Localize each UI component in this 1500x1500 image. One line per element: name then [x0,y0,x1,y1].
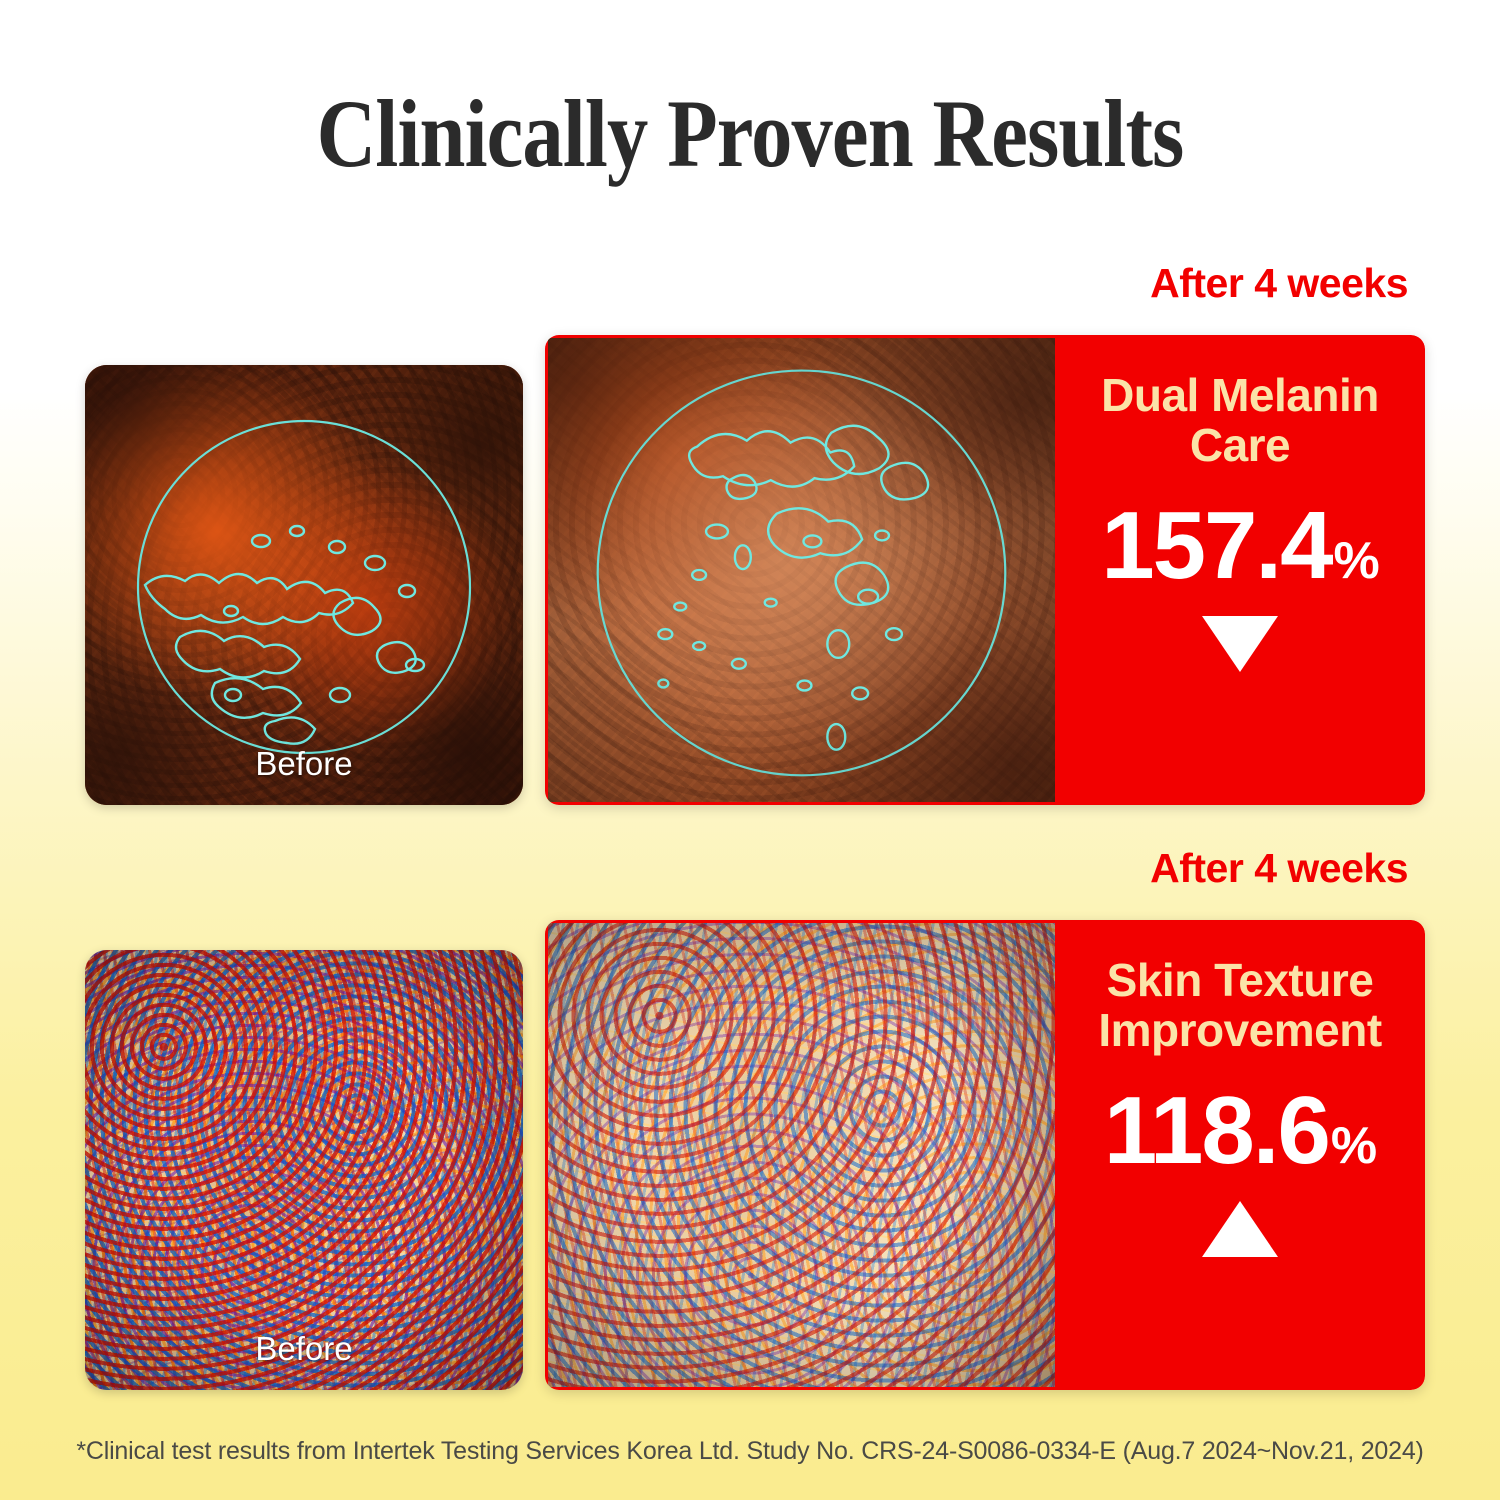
triangle-up-icon [1202,1201,1278,1258]
metric-unit-texture: % [1330,1117,1377,1176]
metric-name-melanin: Dual Melanin Care [1101,369,1379,471]
metric-value-melanin: 157.4 % [1101,492,1379,600]
page-title: Clinically Proven Results [316,80,1185,187]
before-label-texture: Before [255,1330,353,1367]
footnote-disclaimer: *Clinical test results from Intertek Tes… [76,1437,1424,1465]
after-weeks-label-melanin: After 4 weeks [1150,260,1408,306]
after-and-metric-texture: Skin Texture Improvement 118.6 % [545,920,1425,1390]
after-image-card-melanin [545,335,1055,805]
after-and-metric-melanin: Dual Melanin Care 157.4 % [545,335,1425,805]
melanin-before-image [85,365,523,805]
texture-after-image [548,923,1055,1387]
melanin-before-contours-icon [136,419,472,755]
texture-before-image [85,950,523,1390]
after-weeks-label-texture: After 4 weeks [1150,845,1408,891]
before-image-card-texture: Before [85,950,523,1390]
metric-number-melanin: 157.4 [1101,492,1333,600]
metric-panel-texture: Skin Texture Improvement 118.6 % [1055,920,1425,1390]
before-image-card-melanin: Before [85,365,523,805]
before-label-melanin: Before [255,745,353,782]
metric-value-texture: 118.6 % [1103,1077,1377,1185]
metric-number-texture: 118.6 [1103,1077,1331,1185]
melanin-after-image [548,338,1055,802]
result-section-melanin: After 4 weeks [0,260,1500,820]
metric-panel-melanin: Dual Melanin Care 157.4 % [1055,335,1425,805]
result-section-texture: After 4 weeks Before Skin Texture Improv… [0,845,1500,1405]
after-image-card-texture [545,920,1055,1390]
metric-name-texture: Skin Texture Improvement [1098,954,1382,1056]
melanin-after-contours-icon [596,369,1007,777]
triangle-down-icon [1202,616,1278,673]
metric-unit-melanin: % [1333,532,1379,591]
